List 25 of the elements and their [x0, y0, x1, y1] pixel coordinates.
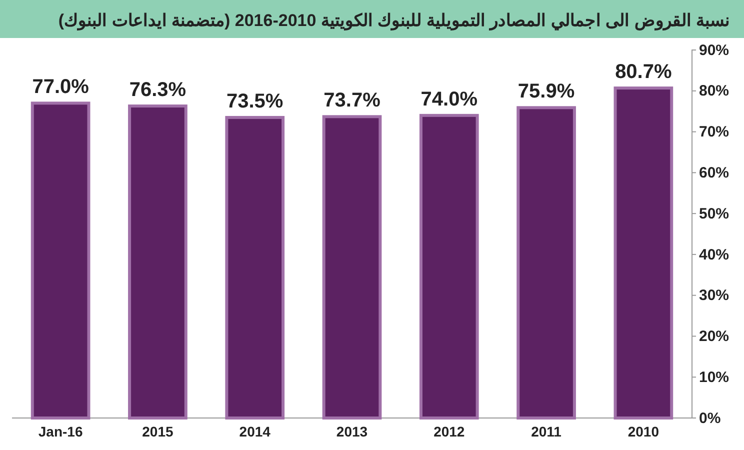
x-tick-label: 2011	[531, 423, 562, 440]
y-tick-label: 50%	[699, 205, 730, 222]
data-label: 76.3%	[129, 79, 186, 102]
x-tick-label: 2010	[628, 423, 660, 440]
chart-title: نسبة القروض الى اجمالي المصادر التمويلية للبنوك الكويتية 2010-2016 (متضمنة ايداعات البنوك)	[58, 11, 730, 31]
y-tick-label: 80%	[699, 82, 730, 100]
data-label: 77.0%	[32, 76, 90, 98]
y-tick-label: 60%	[699, 164, 730, 182]
y-tick-label: 10%	[699, 368, 730, 386]
y-tick-label: 40%	[699, 246, 730, 264]
x-tick-label: 2015	[142, 423, 174, 440]
y-tick-label: 0%	[699, 410, 721, 427]
x-tick-label: Jan-16	[38, 423, 83, 440]
y-tick-label: 70%	[699, 124, 730, 141]
data-label: 74.0%	[420, 88, 478, 110]
y-tick-label: 90%	[699, 42, 730, 59]
x-tick-label: 2012	[434, 423, 465, 440]
y-tick-label: 20%	[699, 328, 730, 346]
x-tick-label: 2013	[336, 423, 368, 440]
data-label: 80.7%	[615, 61, 672, 84]
x-tick-label: 2014	[239, 423, 271, 440]
data-label: 73.5%	[226, 90, 284, 112]
y-tick-label: 30%	[699, 287, 730, 304]
data-label: 73.7%	[324, 90, 381, 112]
data-label: 75.9%	[518, 80, 575, 103]
